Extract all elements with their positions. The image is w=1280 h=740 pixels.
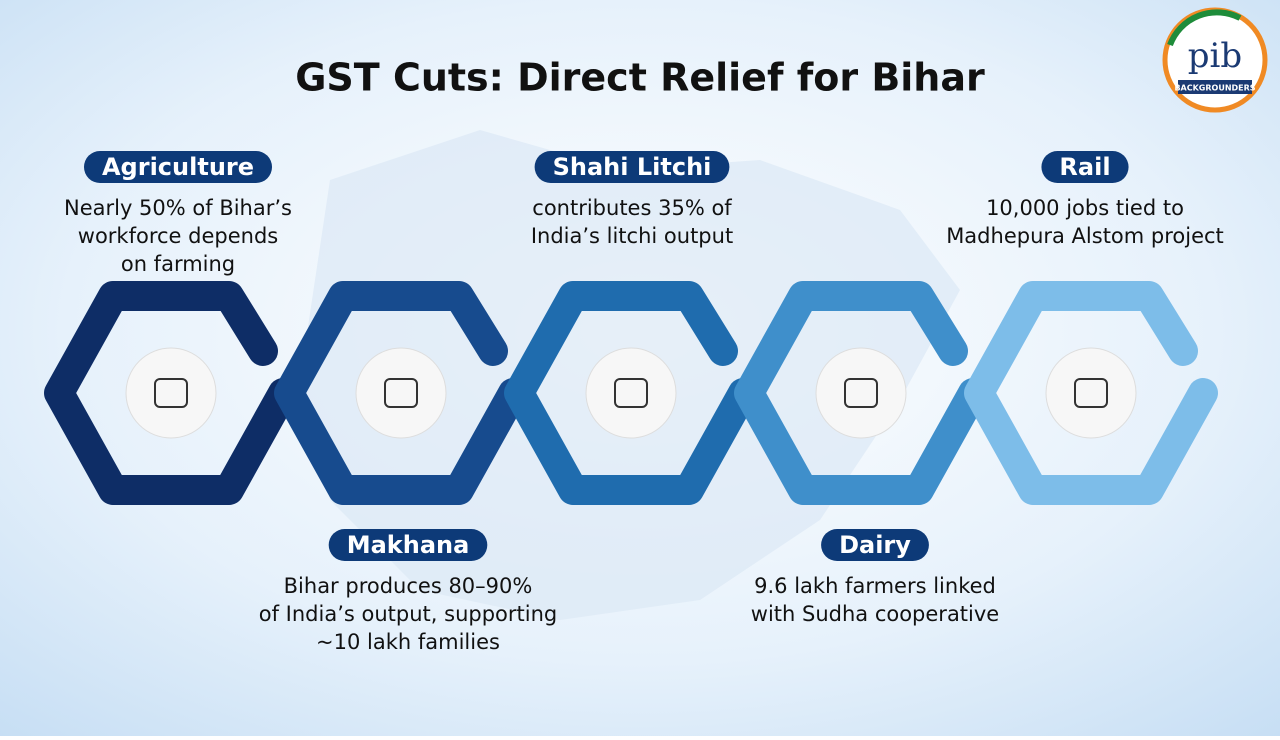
- description-line: Bihar produces 80–90%: [284, 574, 533, 598]
- icon: [1074, 378, 1108, 408]
- label-pill: [1041, 151, 1129, 183]
- description-line: of India’s output, supporting: [259, 602, 557, 626]
- label: Dairy: [839, 531, 911, 559]
- label: Shahi Litchi: [553, 153, 712, 181]
- hexagon: [964, 281, 1218, 505]
- icon: [384, 378, 418, 408]
- label-pill: [83, 151, 273, 183]
- description-line: ~10 lakh families: [316, 630, 500, 654]
- label: Rail: [1059, 153, 1110, 181]
- icon-circle: [585, 347, 677, 439]
- description-line: workforce depends: [78, 224, 278, 248]
- icon-circle: [1045, 347, 1137, 439]
- hexagon: [44, 281, 298, 505]
- hexagon: [734, 281, 988, 505]
- label: Agriculture: [102, 153, 254, 181]
- description-line: 9.6 lakh farmers linked: [754, 574, 996, 598]
- label-pill: [821, 529, 929, 561]
- icon: [844, 378, 878, 408]
- icon-circle: [815, 347, 907, 439]
- description-line: Madhepura Alstom project: [946, 224, 1224, 248]
- description-line: Nearly 50% of Bihar’s: [64, 196, 292, 220]
- title: GST Cuts: Direct Relief for Bihar: [295, 56, 985, 100]
- description-line: 10,000 jobs tied to: [986, 196, 1184, 220]
- icon-circle: [125, 347, 217, 439]
- logo-banner: [1178, 80, 1252, 94]
- description-line: with Sudha cooperative: [751, 602, 999, 626]
- description-line: on farming: [121, 252, 235, 276]
- hexagon-chain: [44, 281, 1218, 505]
- icon: [614, 378, 648, 408]
- description-line: contributes 35% of: [532, 196, 732, 220]
- hexagon: [504, 281, 758, 505]
- description-line: India’s litchi output: [531, 224, 733, 248]
- logo-caption: BACKGROUNDERS: [1174, 84, 1255, 93]
- label-pill: [534, 151, 730, 183]
- label-pill: [328, 529, 488, 561]
- icon: [154, 378, 188, 408]
- logo: pib BACKGROUNDERS: [1162, 7, 1268, 113]
- logo-mark: pib: [1188, 36, 1242, 76]
- logo-arc: [1167, 9, 1242, 47]
- hexagon: [274, 281, 528, 505]
- icon-circle: [355, 347, 447, 439]
- label: Makhana: [347, 531, 470, 559]
- labels: Agriculture Nearly 50% of Bihar’s workforc…: [64, 151, 1224, 654]
